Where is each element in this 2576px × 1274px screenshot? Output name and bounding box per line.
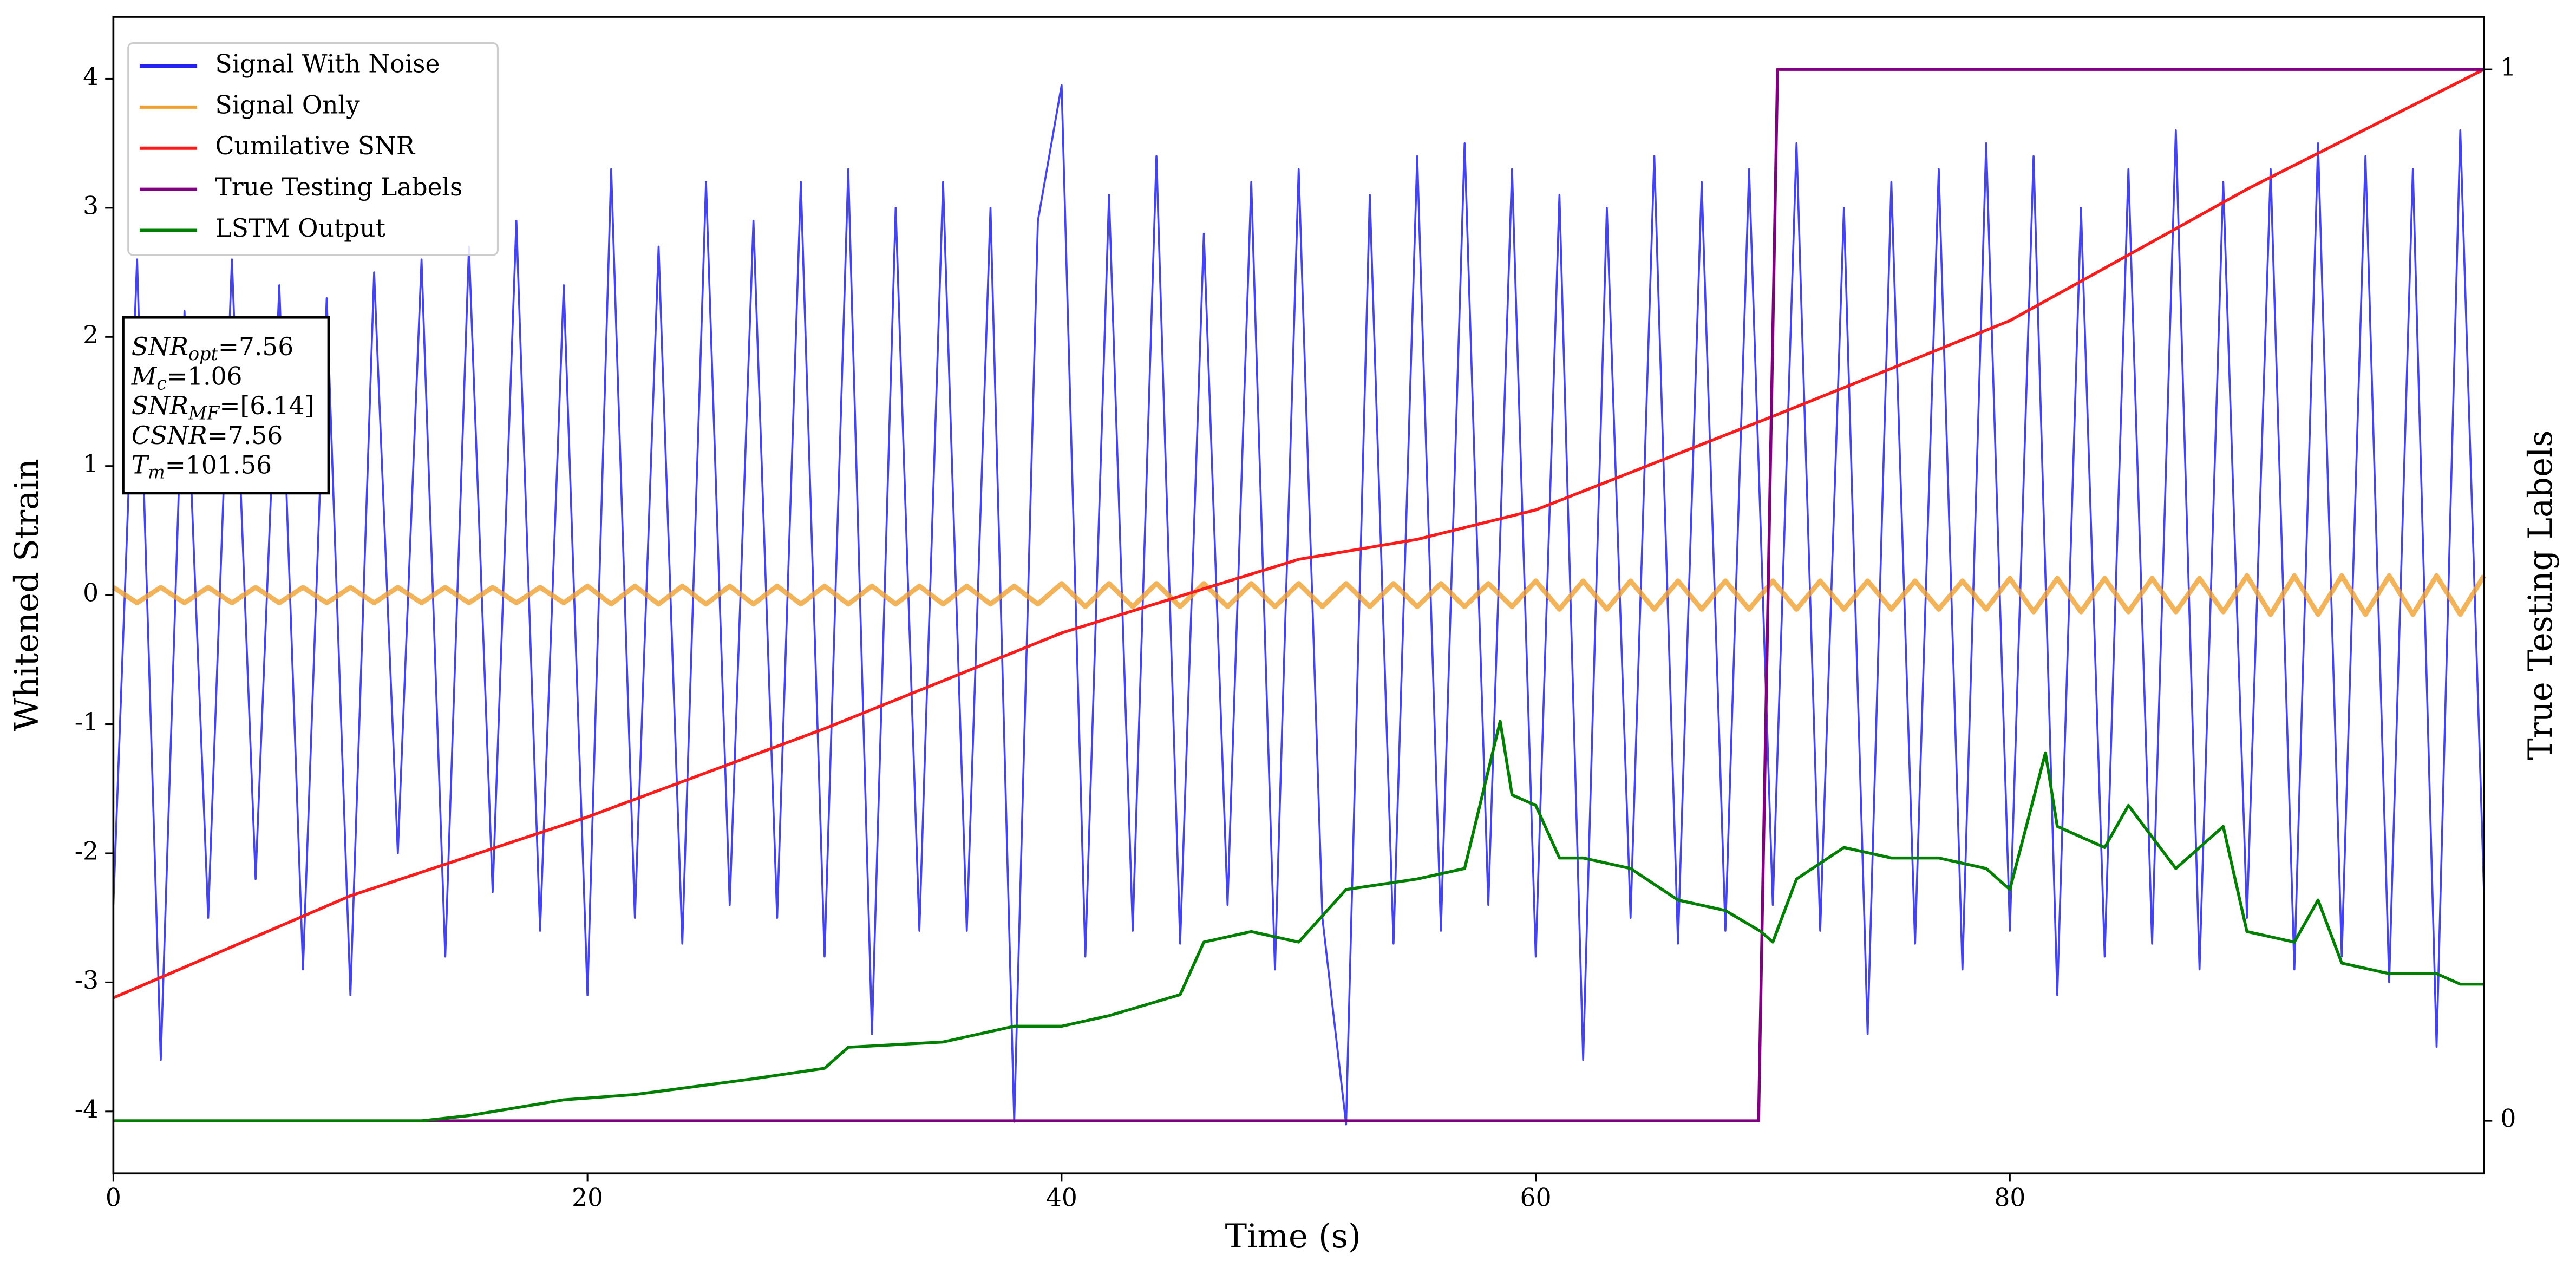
annotation-value: =[6.14]	[219, 391, 314, 420]
x-tick-label: 40	[1046, 1183, 1077, 1212]
y2-tick-label: 1	[2500, 53, 2516, 82]
annotation: SNRopt=7.56Mc=1.06SNRMF=[6.14]CSNR=7.56T…	[122, 316, 330, 495]
annotation-subscript: opt	[188, 343, 218, 364]
legend-label: Cumilative SNR	[215, 132, 416, 160]
legend-label: Signal With Noise	[215, 50, 440, 79]
y-tick-label: -4	[75, 1095, 99, 1123]
x-axis-label: Time (s)	[1225, 1218, 1361, 1256]
x-tick-label: 0	[106, 1183, 121, 1212]
y-tick-label: 0	[83, 579, 99, 607]
y2-axis-label: True Testing Labels	[2522, 430, 2560, 760]
y-tick-label: -3	[75, 966, 99, 995]
legend-box	[127, 42, 499, 256]
annotation-box	[122, 316, 330, 495]
annotation-line: CSNR=7.56	[132, 421, 283, 449]
annotation-subscript: MF	[188, 402, 220, 423]
series-line	[113, 720, 2485, 1122]
x-tick-label: 60	[1520, 1183, 1552, 1212]
annotation-symbol: T	[132, 450, 150, 479]
x-tick-label: 20	[572, 1183, 603, 1212]
annotation-symbol: SNR	[132, 332, 188, 361]
series-line	[112, 573, 2486, 617]
y-tick-label: -1	[75, 708, 99, 736]
annotation-symbol: SNR	[132, 391, 188, 420]
annotation-symbol: CSNR	[132, 421, 207, 449]
plot-area	[112, 68, 2486, 1126]
series-line	[112, 84, 2485, 1126]
annotation-value: =7.56	[218, 332, 293, 361]
legend-label: True Testing Labels	[215, 173, 463, 201]
annotation-symbol: M	[131, 362, 158, 390]
y-tick-label: -2	[75, 837, 99, 865]
y-tick-label: 1	[83, 449, 99, 478]
annotation-value: =101.56	[165, 450, 272, 479]
y2-tick-label: 0	[2500, 1105, 2516, 1133]
annotation-value: =7.56	[207, 421, 283, 449]
annotation-line: SNRMF=[6.14]	[132, 391, 315, 424]
annotation-line: Mc=1.06	[131, 362, 243, 394]
y-tick-label: 2	[83, 321, 99, 349]
annotation-value: =1.06	[167, 362, 242, 390]
x-tick-label: 80	[1994, 1183, 2025, 1212]
series-line	[113, 68, 2485, 1122]
series-line	[113, 68, 2485, 999]
annotation-subscript: c	[156, 373, 167, 394]
annotation-subscript: m	[148, 462, 165, 483]
legend-label: LSTM Output	[215, 214, 385, 243]
annotation-line: SNRopt=7.56	[132, 332, 294, 364]
legend: Signal With Noise Signal Only Cumilative S…	[127, 42, 499, 256]
annotation-line: Tm=101.56	[132, 450, 272, 483]
y-tick-label: 4	[83, 62, 99, 91]
legend-label: Signal Only	[215, 90, 360, 119]
y-tick-label: 3	[83, 191, 99, 220]
y-axis-label: Whitened Strain	[8, 459, 46, 731]
